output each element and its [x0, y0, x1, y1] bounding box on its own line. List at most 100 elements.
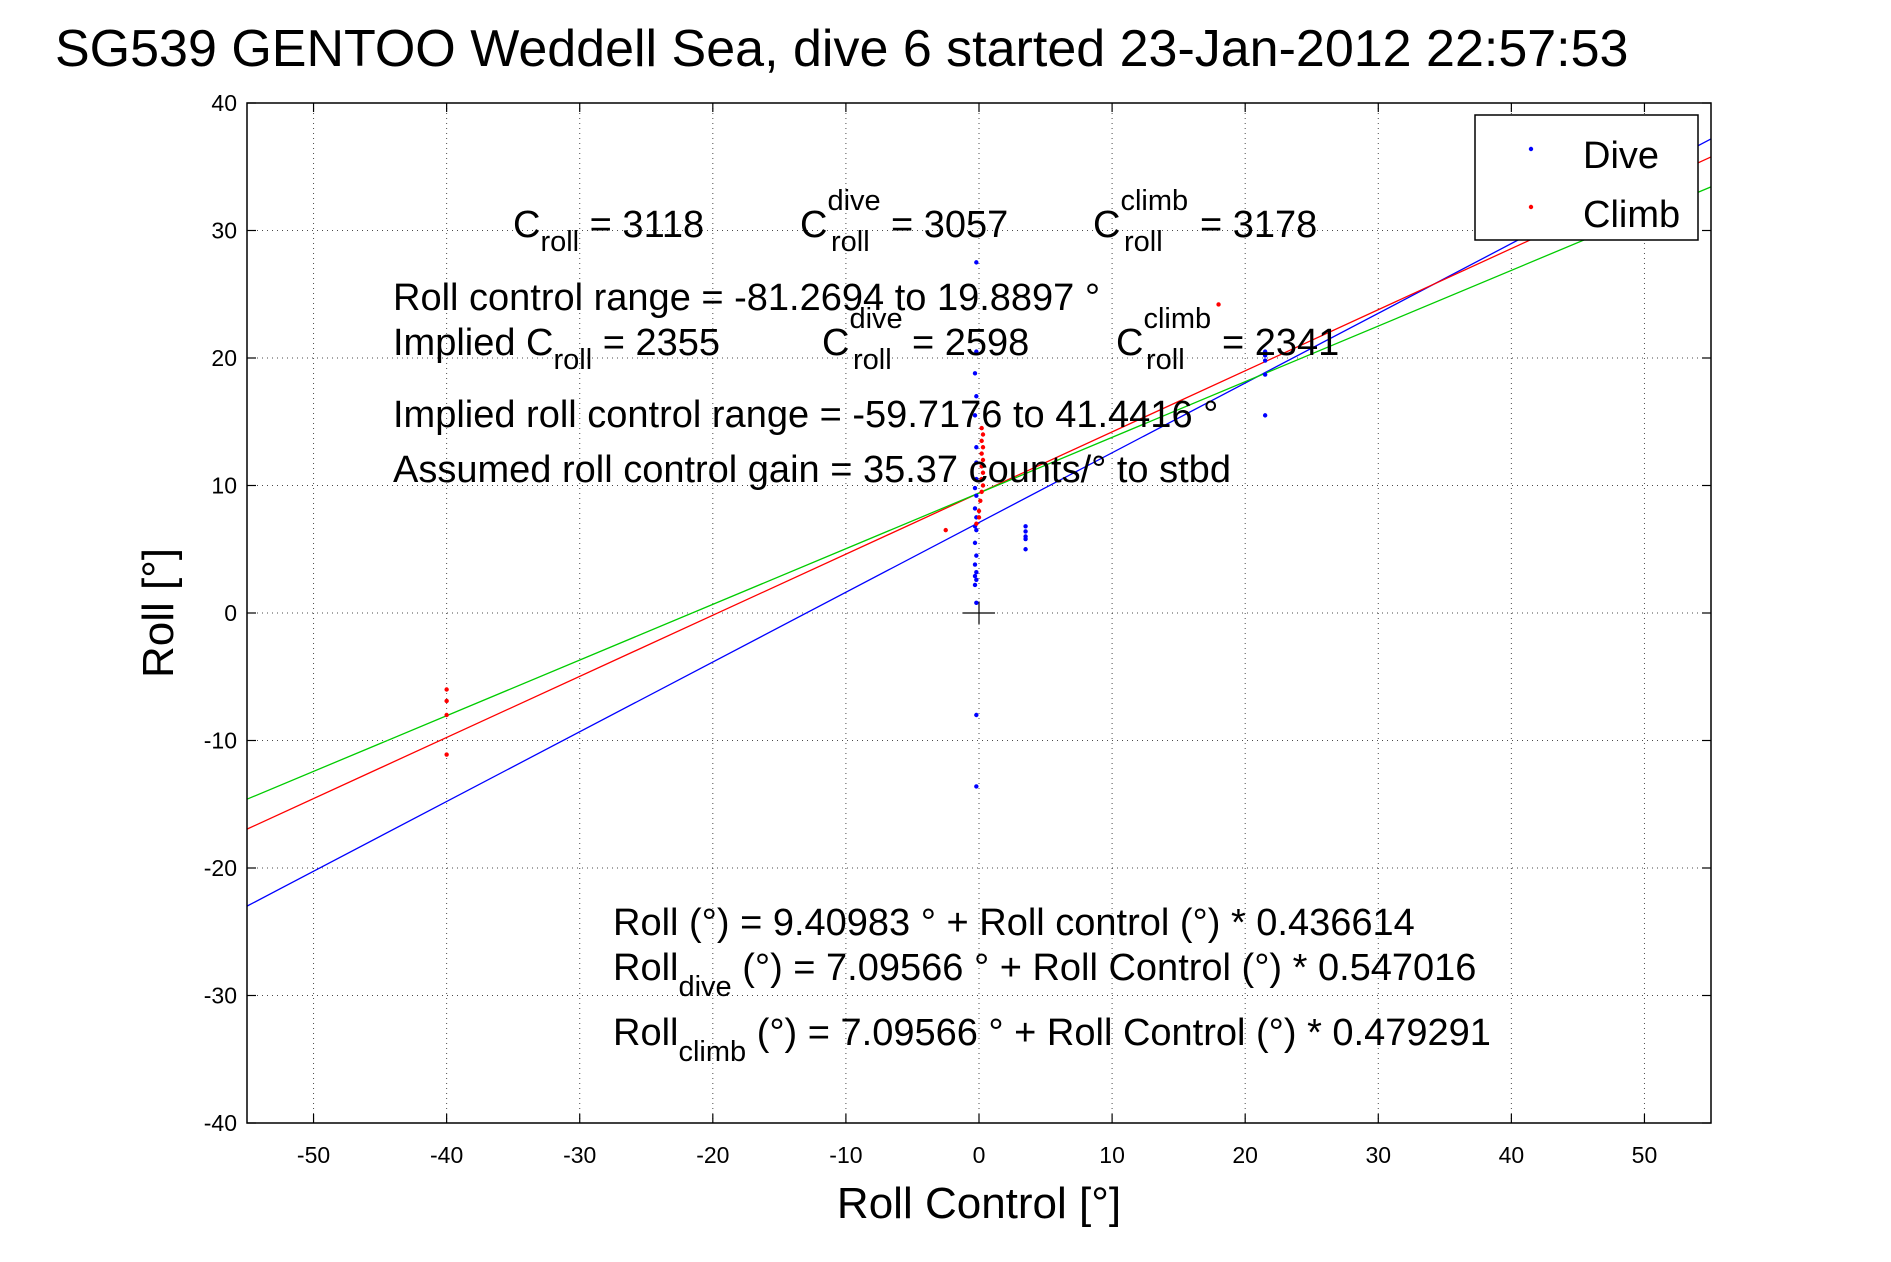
point-climb: [444, 712, 449, 718]
point-dive: [974, 784, 979, 789]
annot-gain: Assumed roll control gain = 35.37 counts…: [393, 449, 1231, 491]
point-climb: [980, 457, 986, 463]
point-dive: [974, 260, 979, 265]
point-dive: [974, 493, 979, 498]
point-dive: [972, 485, 978, 491]
x-tick-label: 20: [1232, 1142, 1258, 1168]
y-tick-label: 20: [211, 345, 237, 371]
y-tick-label: -40: [204, 1110, 237, 1136]
y-tick-label: 0: [224, 600, 237, 626]
x-tick-label: -10: [829, 1142, 862, 1168]
point-climb: [943, 527, 948, 533]
point-dive: [1023, 529, 1028, 534]
annot-range: Roll control range = -81.2694 to 19.8897…: [393, 277, 1100, 319]
point-dive: [1023, 524, 1028, 529]
legend-marker-dive: [1528, 146, 1534, 152]
point-dive: [974, 476, 979, 482]
point-dive: [1262, 372, 1268, 377]
point-dive: [1262, 358, 1268, 363]
y-tick-label: 30: [211, 218, 237, 244]
annot-eq-dive: Rolldive (°) = 7.09566 ° + Roll Control …: [613, 947, 1476, 1003]
point-dive: [1262, 349, 1268, 354]
point-dive: [972, 371, 978, 376]
point-climb: [979, 489, 984, 495]
point-climb: [444, 698, 449, 704]
annot-implied-climb-value: = 2341: [1222, 322, 1339, 364]
x-tick-label: -30: [563, 1142, 596, 1168]
legend-label-climb: Climb: [1583, 194, 1680, 236]
point-dive: [974, 553, 979, 558]
point-dive: [974, 577, 979, 583]
annot-croll-dive-sub: roll: [831, 226, 870, 258]
annot-croll-climb: Cclimb: [1093, 185, 1188, 246]
point-dive: [1262, 353, 1268, 358]
annot-implied-dive-sub: roll: [853, 344, 892, 376]
annot-croll-climb-sub: roll: [1124, 226, 1163, 258]
annotations: Croll = 3118 Cdive roll = 3057 Cclimb ro…: [393, 185, 1491, 1068]
x-tick-label: -20: [696, 1142, 729, 1168]
annot-implied-croll: Implied Croll = 2355: [393, 322, 720, 376]
annot-croll-dive: Cdive: [800, 185, 881, 246]
x-tick-label: 0: [973, 1142, 986, 1168]
legend-marker-climb: [1528, 204, 1534, 210]
chart-title: SG539 GENTOO Weddell Sea, dive 6 started…: [55, 20, 1628, 78]
annot-implied-climb: Cclimb: [1116, 303, 1211, 364]
x-tick-label: 50: [1632, 1142, 1658, 1168]
point-climb: [980, 445, 986, 450]
point-climb: [980, 470, 986, 475]
point-climb: [976, 508, 982, 514]
annot-implied-dive-value: = 2598: [912, 322, 1029, 364]
annot-eq-all: Roll (°) = 9.40983 ° + Roll control (°) …: [613, 902, 1415, 944]
point-climb: [979, 476, 984, 482]
point-dive: [974, 527, 979, 533]
point-dive: [972, 413, 978, 418]
y-axis-label: Roll [°]: [134, 548, 183, 678]
y-tick-label: -10: [204, 728, 237, 754]
point-climb: [979, 438, 984, 444]
legend-label-dive: Dive: [1583, 135, 1659, 177]
point-climb: [980, 432, 986, 437]
x-tick-label: 30: [1365, 1142, 1391, 1168]
point-dive: [974, 445, 979, 450]
legend: Dive Climb: [1474, 114, 1699, 241]
y-tick-label: 40: [211, 90, 237, 116]
fit-line-0: [246, 138, 1712, 907]
y-tick-label: -30: [204, 983, 237, 1009]
point-dive: [974, 600, 979, 605]
y-tick-label: -20: [204, 855, 237, 881]
annot-implied-range: Implied roll control range = -59.7176 to…: [393, 394, 1218, 436]
point-dive: [1023, 536, 1028, 542]
point-climb: [974, 521, 979, 526]
fit-lines: [246, 138, 1712, 907]
point-dive: [974, 570, 979, 575]
point-climb: [976, 515, 982, 520]
annot-croll-climb-value: = 3178: [1200, 204, 1317, 246]
data-points: [444, 260, 1268, 789]
point-climb: [444, 687, 449, 692]
x-tick-label: 10: [1099, 1142, 1125, 1168]
x-tick-label: -50: [297, 1142, 330, 1168]
point-dive: [974, 349, 979, 354]
legend-box: [1474, 114, 1699, 241]
x-tick-label: 40: [1499, 1142, 1525, 1168]
point-climb: [978, 498, 983, 503]
annot-implied-climb-sub: roll: [1146, 344, 1185, 376]
point-dive: [1023, 547, 1028, 552]
point-dive: [974, 712, 979, 718]
point-climb: [444, 752, 449, 757]
axis-ticks: -50 -40 -30 -20 -10 0 10 20 30 40 50 -40 -30 -20 -10 0 1…: [204, 90, 1711, 1168]
point-climb: [979, 425, 984, 431]
point-dive: [972, 506, 978, 511]
point-dive: [972, 540, 978, 546]
annot-eq-climb: Rollclimb (°) = 7.09566 ° + Roll Control…: [613, 1012, 1491, 1068]
x-tick-label: -40: [430, 1142, 463, 1168]
point-dive: [972, 573, 978, 579]
point-climb: [980, 483, 986, 488]
point-dive: [974, 460, 979, 465]
point-dive: [972, 582, 978, 588]
point-climb: [979, 464, 984, 469]
x-axis-label: Roll Control [°]: [837, 1179, 1121, 1228]
point-dive: [1262, 413, 1268, 418]
point-climb: [1216, 302, 1221, 307]
annot-implied-dive: Cdive: [822, 303, 903, 364]
